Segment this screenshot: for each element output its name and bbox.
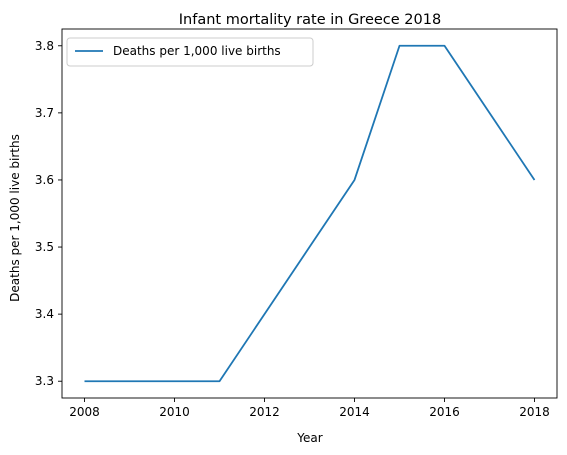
y-tick-label: 3.7 xyxy=(35,106,54,120)
series-layer xyxy=(84,44,536,383)
x-tick-label: 2018 xyxy=(519,405,550,419)
y-tick-label: 3.5 xyxy=(35,240,54,254)
plot-frame xyxy=(61,28,558,399)
x-tick-label: 2010 xyxy=(159,405,190,419)
x-axis-label: Year xyxy=(296,431,322,445)
legend-box xyxy=(66,37,314,67)
y-tick-label: 3.8 xyxy=(35,39,54,53)
x-tick-label: 2016 xyxy=(429,405,460,419)
chart-title: Infant mortality rate in Greece 2018 xyxy=(179,12,441,28)
x-tick-label: 2012 xyxy=(249,405,280,419)
legend-label: Deaths per 1,000 live births xyxy=(113,44,281,58)
x-tick-label: 2014 xyxy=(339,405,370,419)
y-tick-label: 3.6 xyxy=(35,173,54,187)
y-axis: 3.3 3.4 3.5 3.6 3.7 3.8 xyxy=(35,39,62,388)
legend: Deaths per 1,000 live births xyxy=(66,37,314,67)
plot-area xyxy=(61,28,558,399)
y-axis-label: Deaths per 1,000 live births xyxy=(8,134,22,302)
x-axis: 2008 2010 2012 2014 2016 2018 xyxy=(69,398,550,419)
x-tick-label: 2008 xyxy=(69,405,100,419)
y-tick-label: 3.4 xyxy=(35,307,54,321)
y-tick-label: 3.3 xyxy=(35,374,54,388)
series-line xyxy=(84,44,536,383)
